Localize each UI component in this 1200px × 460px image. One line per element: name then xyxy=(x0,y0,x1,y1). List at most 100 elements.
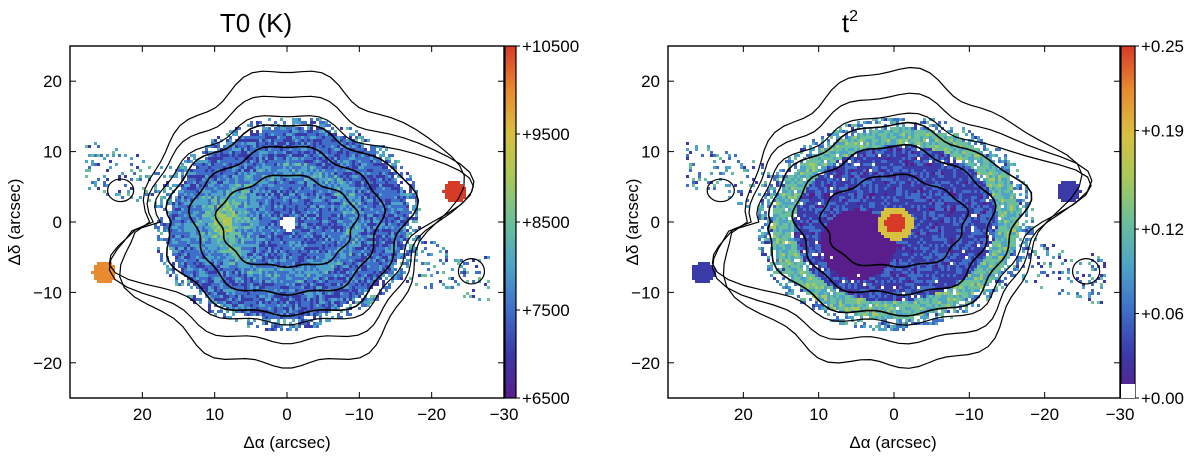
map-pixel xyxy=(337,172,340,175)
map-pixel xyxy=(223,283,226,286)
map-pixel xyxy=(373,238,376,241)
map-pixel xyxy=(337,145,340,148)
map-pixel xyxy=(277,160,280,163)
map-pixel xyxy=(271,298,274,301)
y-axis-label: Δδ (arcsec) xyxy=(5,179,24,266)
map-pixel xyxy=(286,298,289,301)
map-pixel xyxy=(304,238,307,241)
map-pixel xyxy=(361,220,364,223)
map-pixel xyxy=(310,145,313,148)
map-pixel xyxy=(316,307,319,310)
map-pixel xyxy=(295,268,298,271)
map-pixel xyxy=(223,190,226,193)
map-pixel xyxy=(187,250,190,253)
map-pixel xyxy=(244,274,247,277)
map-pixel xyxy=(211,217,214,220)
map-pixel xyxy=(244,181,247,184)
map-pixel xyxy=(259,148,262,151)
map-pixel xyxy=(286,235,289,238)
map-pixel xyxy=(376,169,379,172)
map-pixel xyxy=(391,211,394,214)
map-pixel xyxy=(232,193,235,196)
map-pixel xyxy=(277,271,280,274)
map-pixel xyxy=(385,220,388,223)
map-pixel xyxy=(304,205,307,208)
map-pixel xyxy=(238,250,241,253)
map-pixel xyxy=(322,208,325,211)
map-pixel xyxy=(355,250,358,253)
map-pixel xyxy=(367,298,370,301)
map-pixel xyxy=(238,283,241,286)
map-pixel xyxy=(316,286,319,289)
map-pixel xyxy=(361,145,364,148)
map-pixel xyxy=(400,193,403,196)
map-pixel xyxy=(193,190,196,193)
map-pixel xyxy=(235,211,238,214)
map-pixel xyxy=(289,310,292,313)
map-pixel xyxy=(379,250,382,253)
map-pixel xyxy=(232,295,235,298)
map-pixel xyxy=(340,136,343,139)
map-pixel xyxy=(229,154,232,157)
map-pixel xyxy=(232,214,235,217)
map-pixel xyxy=(484,256,487,259)
map-pixel xyxy=(205,202,208,205)
plot-frame xyxy=(69,45,505,399)
map-pixel xyxy=(328,172,331,175)
map-pixel xyxy=(307,142,310,145)
map-pixel xyxy=(184,226,187,229)
map-pixel xyxy=(271,205,274,208)
map-pixel xyxy=(388,193,391,196)
map-pixel xyxy=(253,136,256,139)
map-pixel xyxy=(331,166,334,169)
map-pixel xyxy=(379,253,382,256)
map-pixel xyxy=(214,277,217,280)
map-pixel xyxy=(337,214,340,217)
map-pixel xyxy=(325,304,328,307)
map-pixel xyxy=(301,181,304,184)
map-pixel xyxy=(220,235,223,238)
map-pixel xyxy=(202,223,205,226)
map-pixel xyxy=(415,190,418,193)
map-pixel xyxy=(295,304,298,307)
colorbar-tick-label: +8500 xyxy=(522,213,570,232)
map-pixel xyxy=(214,229,217,232)
map-pixel xyxy=(313,169,316,172)
map-pixel xyxy=(190,190,193,193)
map-pixel xyxy=(265,127,268,130)
map-pixel xyxy=(379,223,382,226)
map-pixel xyxy=(301,265,304,268)
map-pixel xyxy=(322,250,325,253)
map-pixel xyxy=(280,139,283,142)
map-pixel xyxy=(190,223,193,226)
map-pixel xyxy=(196,280,199,283)
map-pixel xyxy=(298,166,301,169)
map-pixel xyxy=(373,220,376,223)
map-pixel xyxy=(328,196,331,199)
map-pixel xyxy=(349,199,352,202)
map-pixel xyxy=(364,253,367,256)
map-pixel xyxy=(211,196,214,199)
map-pixel xyxy=(355,259,358,262)
map-pixel xyxy=(370,184,373,187)
map-pixel xyxy=(370,172,373,175)
map-pixel xyxy=(238,262,241,265)
map-pixel xyxy=(364,265,367,268)
map-pixel xyxy=(241,298,244,301)
map-pixel xyxy=(208,208,211,211)
map-pixel xyxy=(397,244,400,247)
map-pixel xyxy=(316,247,319,250)
map-pixel xyxy=(238,238,241,241)
map-pixel xyxy=(325,238,328,241)
map-pixel xyxy=(289,205,292,208)
map-pixel xyxy=(454,184,457,187)
map-pixel xyxy=(370,148,373,151)
map-pixel xyxy=(232,313,235,316)
map-pixel xyxy=(256,145,259,148)
map-pixel xyxy=(364,298,367,301)
map-pixel xyxy=(833,133,836,136)
map-pixel xyxy=(289,154,292,157)
map-pixel xyxy=(355,232,358,235)
map-pixel xyxy=(295,220,298,223)
map-pixel xyxy=(388,184,391,187)
